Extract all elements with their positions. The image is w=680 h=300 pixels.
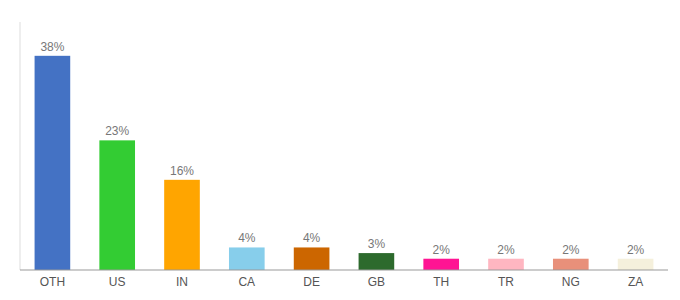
data-label: 2% <box>627 243 645 257</box>
data-label: 2% <box>562 243 580 257</box>
bar <box>35 56 71 270</box>
data-label: 23% <box>105 124 129 138</box>
x-tick-label: IN <box>176 275 188 289</box>
x-tick-label: ZA <box>628 275 643 289</box>
data-label: 38% <box>40 40 64 54</box>
x-tick-label: US <box>109 275 126 289</box>
x-tick-label: TR <box>498 275 514 289</box>
data-label: 4% <box>238 231 256 245</box>
x-tick-label: GB <box>368 275 385 289</box>
bar <box>99 140 135 270</box>
bars <box>35 56 654 270</box>
bar <box>164 180 200 270</box>
x-tick-label: OTH <box>40 275 65 289</box>
chart-container: OTH US IN CA DE GB TH TR NG ZA 38% 23% 16% 4% 4% 3% 2% 2%… <box>0 0 680 300</box>
x-tick-label: NG <box>562 275 580 289</box>
data-label: 4% <box>303 231 321 245</box>
y-axis-line <box>20 22 21 270</box>
chart-svg: OTH US IN CA DE GB TH TR NG ZA 38% 23% 16% 4% 4% 3% 2% 2%… <box>0 0 680 300</box>
x-tick-label: DE <box>303 275 320 289</box>
x-tick-label: TH <box>433 275 449 289</box>
data-labels: 38% 23% 16% 4% 4% 3% 2% 2% 2% 2% <box>40 40 644 257</box>
bar <box>294 247 330 270</box>
bar <box>553 259 589 270</box>
bar <box>359 253 395 270</box>
x-tick-labels: OTH US IN CA DE GB TH TR NG ZA <box>40 275 644 289</box>
bar <box>229 247 265 270</box>
data-label: 2% <box>497 243 515 257</box>
x-tick-label: CA <box>238 275 255 289</box>
x-axis-line <box>20 270 668 271</box>
page: {"chart_data": {"type": "bar", "categori… <box>0 0 680 300</box>
bar <box>488 259 524 270</box>
data-label: 2% <box>433 243 451 257</box>
data-label: 3% <box>368 237 386 251</box>
data-label: 16% <box>170 164 194 178</box>
bar <box>423 259 459 270</box>
bar <box>618 259 654 270</box>
background <box>0 0 680 300</box>
